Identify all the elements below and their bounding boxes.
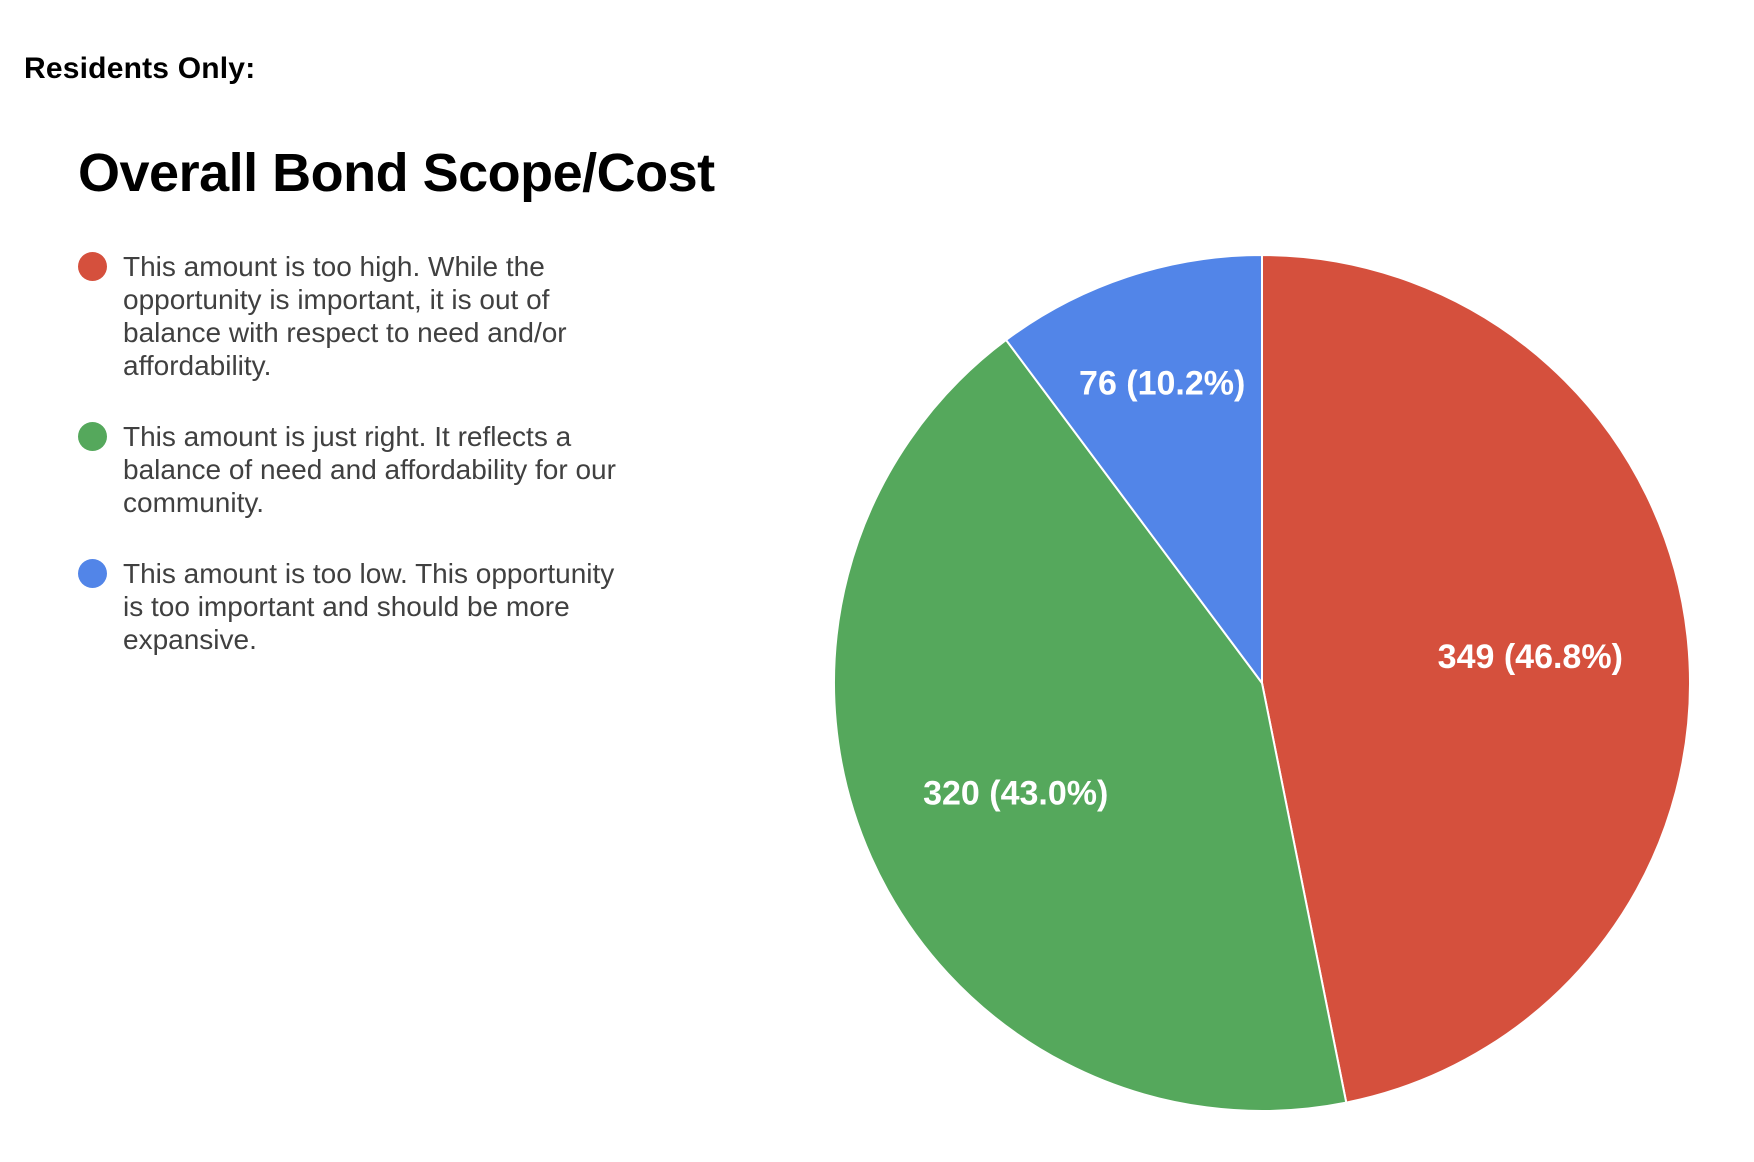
legend-swatch-icon: [78, 422, 107, 451]
legend-swatch-icon: [78, 559, 107, 588]
legend-item-label: This amount is too high. While the oppor…: [123, 251, 567, 381]
legend-item-2: This amount is too low. This opportunity…: [78, 557, 768, 656]
pie-slice-label-2: 76 (10.2%): [1079, 364, 1245, 402]
legend-item-1: This amount is just right. It reflects a…: [78, 420, 768, 519]
legend-item-0: This amount is too high. While the oppor…: [78, 250, 768, 382]
legend-swatch-icon: [78, 252, 107, 281]
pie-slice-2[interactable]: [1004, 253, 1263, 687]
pie-chart-svg: 349 (46.8%) 320 (43.0%) 76 (10.2%): [833, 253, 1691, 1112]
pie-slice-label-1: 320 (43.0%): [923, 775, 1108, 813]
chart-title: Overall Bond Scope/Cost: [78, 143, 715, 203]
page-header: Residents Only:: [24, 52, 256, 85]
chart-legend: This amount is too high. While the oppor…: [78, 250, 768, 694]
legend-item-label: This amount is too low. This opportunity…: [123, 558, 615, 655]
legend-item-label: This amount is just right. It reflects a…: [123, 421, 616, 518]
pie-slice-1[interactable]: [833, 338, 1348, 1112]
pie-chart: 349 (46.8%) 320 (43.0%) 76 (10.2%): [832, 253, 1692, 1113]
pie-slice-label-0: 349 (46.8%): [1438, 638, 1623, 676]
pie-slice-0[interactable]: [1261, 253, 1691, 1104]
